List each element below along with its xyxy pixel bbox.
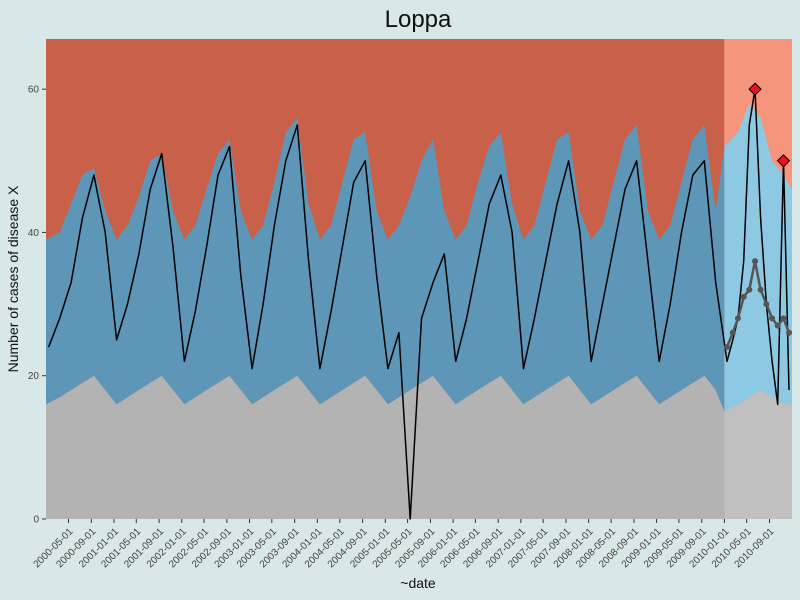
expected-cases-point [740,293,747,300]
low-zone-surveillance [724,390,792,519]
observed-cases-line [47,88,790,520]
normal-band-surveillance [724,103,792,412]
expected-cases-point [729,329,736,336]
expected-cases-point [734,315,741,322]
expected-cases-point [757,286,764,293]
expected-cases-point [724,344,731,351]
y-axis: 0 20 40 60 [28,85,46,526]
low-zone-baseline [46,375,725,519]
alert-marker [776,154,791,168]
y-tick-label: 60 [28,85,40,96]
expected-cases-point [746,286,753,293]
expected-cases-point [752,258,759,265]
y-tick-label: 0 [33,515,39,526]
expected-cases-point [786,329,793,336]
y-tick-label: 40 [28,228,40,239]
expected-cases-point [769,315,776,322]
plot-panel [46,39,793,520]
alert-marker [748,82,762,96]
expected-cases-point [763,301,770,308]
y-axis-title: Number of cases of disease X [5,185,21,372]
expected-cases-point [774,322,781,329]
chart-title: Loppa [385,6,452,33]
expected-cases-point [780,315,787,322]
x-axis-title: ~date [400,575,436,591]
y-tick-label: 20 [28,371,40,382]
